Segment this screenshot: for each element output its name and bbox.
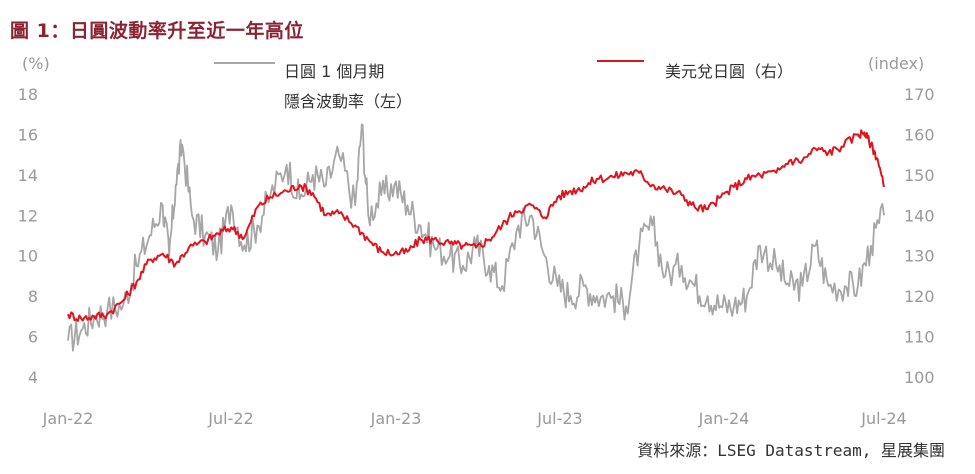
- chart-title: 圖 1：日圓波動率升至近一年高位: [10, 20, 304, 42]
- source-note: 資料來源：LSEG Datastream, 星展集團: [637, 441, 945, 460]
- x-axis-ticks: Jan-22 Jul-22 Jan-23 Jul-23 Jan-24 Jul-24: [42, 409, 907, 428]
- right-tick-label: 100: [904, 368, 935, 387]
- x-tick-label: Jan-24: [698, 409, 750, 428]
- left-axis-ticks: 4 6 8 10 12 14 16 18: [18, 85, 38, 387]
- left-axis-unit: (%): [22, 54, 50, 73]
- right-tick-label: 170: [904, 85, 935, 104]
- left-tick-label: 14: [18, 166, 38, 185]
- right-axis-ticks: 100 110 120 130 140 150 160 170: [904, 85, 935, 387]
- legend-label-volatility: 日圓 1 個月期: [284, 62, 384, 81]
- right-tick-label: 110: [904, 328, 935, 347]
- left-tick-label: 16: [18, 125, 38, 144]
- left-tick-label: 10: [18, 247, 38, 266]
- series-layer: [67, 123, 885, 352]
- volatility-series-line: [67, 123, 885, 352]
- right-tick-label: 160: [904, 125, 935, 144]
- right-tick-label: 130: [904, 247, 935, 266]
- left-tick-label: 18: [18, 85, 38, 104]
- right-tick-label: 120: [904, 287, 935, 306]
- x-tick-label: Jul-24: [860, 409, 906, 428]
- usdjpy-series-line: [67, 129, 885, 322]
- x-tick-label: Jan-23: [370, 409, 422, 428]
- x-tick-label: Jan-22: [42, 409, 94, 428]
- left-tick-label: 6: [28, 328, 38, 347]
- legend-label-volatility: 隱含波動率（左）: [284, 92, 412, 111]
- x-tick-label: Jul-23: [536, 409, 582, 428]
- legend-label-usdjpy: 美元兌日圓（右）: [665, 62, 793, 81]
- right-axis-unit: (index): [868, 54, 924, 73]
- left-tick-label: 8: [28, 287, 38, 306]
- left-tick-label: 12: [18, 206, 38, 225]
- left-tick-label: 4: [28, 368, 38, 387]
- right-tick-label: 140: [904, 206, 935, 225]
- x-tick-label: Jul-22: [207, 409, 253, 428]
- right-tick-label: 150: [904, 166, 935, 185]
